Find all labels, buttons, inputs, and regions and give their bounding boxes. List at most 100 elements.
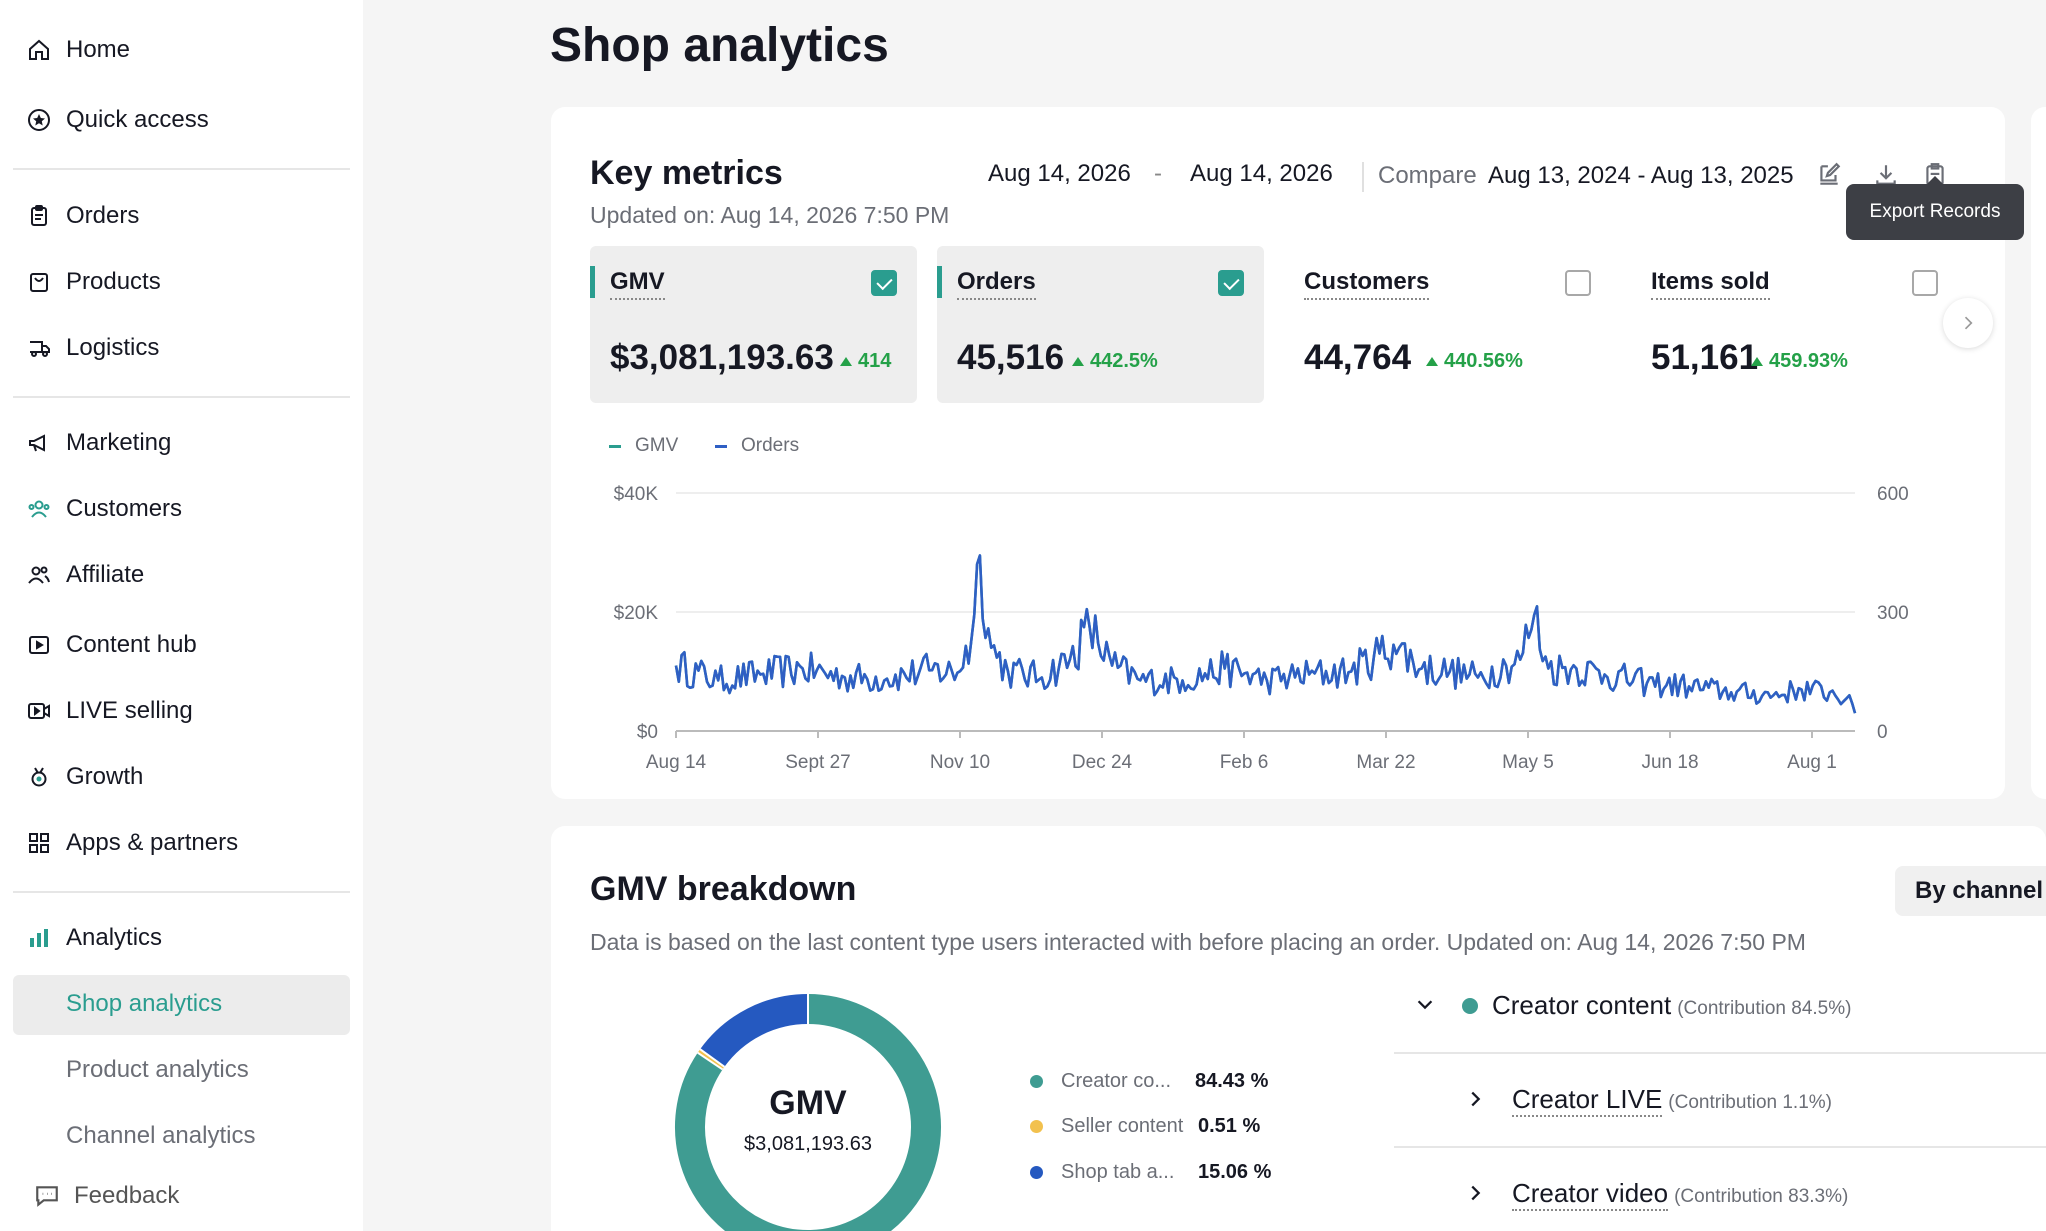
y-axis-right-tick-label: 0 [1877,722,1888,743]
sidebar-item-label: Marketing [66,429,172,456]
metric-checkbox[interactable] [1912,270,1938,296]
tree-row-creator-video[interactable]: Creator video (Contribution 83.3%) [1512,1178,1848,1211]
legend-dot [1030,1165,1043,1179]
sidebar-sub-shop-analytics[interactable]: Shop analytics [66,990,223,1017]
sidebar-item-marketing[interactable]: Marketing [26,423,171,463]
y-axis-right-tick-label: 300 [1877,603,1909,624]
metric-label: Customers [1304,268,1430,300]
sidebar-item-products[interactable]: Products [26,262,161,302]
donut-center-value: $3,081,193.63 [744,1133,872,1155]
sidebar-item-content-hub[interactable]: Content hub [26,625,197,665]
metric-value: 45,516 [957,338,1065,377]
sidebar-item-quick-access[interactable]: Quick access [26,100,209,140]
sidebar-item-growth[interactable]: Growth [26,757,143,797]
tree-row-name: Creator content [1492,990,1672,1020]
metrics-next-button[interactable] [1943,298,1993,348]
legend-dot [1030,1074,1043,1088]
tree-row-creator-live[interactable]: Creator LIVE (Contribution 1.1%) [1512,1084,1832,1117]
metric-checkbox[interactable] [1218,270,1244,296]
compare-divider [1362,162,1364,192]
donut-legend-shop-tab: Shop tab a... 15.06 % [1030,1157,1271,1187]
metric-checkbox[interactable] [1565,270,1591,296]
chevron-down-icon[interactable] [1414,993,1436,1022]
x-axis-tick-label: Dec 24 [1072,752,1133,773]
metric-indicator [937,266,942,298]
donut-slice-separator [697,1051,724,1071]
legend-swatch [609,444,621,448]
sidebar-item-logistics[interactable]: Logistics [26,328,159,368]
sidebar-item-customers[interactable]: Customers [26,489,182,529]
edit-icon[interactable] [1816,162,1844,190]
donut-slice[interactable] [700,994,809,1068]
sidebar-item-affiliate[interactable]: Affiliate [26,555,144,595]
sidebar: Home Quick access Orders Products Logist… [0,0,363,1231]
sidebar-item-orders[interactable]: Orders [26,196,139,236]
sidebar-sub-channel-analytics[interactable]: Channel analytics [66,1122,256,1149]
donut-legend-pct: 15.06 % [1198,1160,1272,1183]
sidebar-item-label: LIVE selling [66,697,193,724]
play-square-icon [26,632,52,658]
donut-center-title: GMV [769,1084,847,1122]
gmv-breakdown-card [551,826,2046,1231]
x-axis-tick-label: Aug 1 [1787,752,1837,773]
metric-card-gmv[interactable]: GMV $3,081,193.63 414 [590,246,917,403]
y-axis-right-tick-label: 600 [1877,484,1909,505]
export-records-tooltip: Export Records [1846,176,2024,240]
metric-delta: 459.93% [1751,350,1848,373]
chevron-right-icon [1964,316,1973,330]
date-start[interactable]: Aug 14, 2026 [988,160,1131,187]
chevron-right-icon[interactable] [1464,1088,1486,1117]
metric-card-orders[interactable]: Orders 45,516 442.5% [937,246,1264,403]
compare-range[interactable]: Aug 13, 2024 - Aug 13, 2025 [1488,162,1794,189]
donut-legend-name: Creator co... [1061,1069,1172,1092]
sidebar-item-label: Orders [66,202,140,229]
legend-orders[interactable]: Orders [715,435,799,457]
tree-row-name: Creator LIVE [1512,1084,1663,1117]
sidebar-item-label: Growth [66,763,144,790]
y-axis-left-tick-label: $40K [614,484,659,505]
date-separator: - [1154,160,1162,187]
metric-label: Items sold [1651,268,1770,300]
metric-delta: 440.56% [1426,350,1523,373]
sidebar-divider [13,168,350,170]
x-axis-tick-label: Mar 22 [1356,752,1415,773]
metric-checkbox[interactable] [871,270,897,296]
tree-dot [1462,998,1478,1014]
sidebar-item-analytics[interactable]: Analytics [26,918,162,958]
x-axis-tick-label: Feb 6 [1220,752,1269,773]
sidebar-item-home[interactable]: Home [26,30,130,70]
date-end[interactable]: Aug 14, 2026 [1190,160,1333,187]
sidebar-item-apps-partners[interactable]: Apps & partners [26,823,238,863]
metric-card-items-sold[interactable]: Items sold 51,161 459.93% [1631,246,1958,403]
metric-label: Orders [957,268,1036,300]
users-icon [26,496,52,522]
sidebar-item-label: Analytics [66,924,163,951]
chat-icon [34,1183,60,1209]
sidebar-item-label: Home [66,36,131,63]
tree-divider [1394,1146,2046,1148]
tree-row-contribution: (Contribution 84.5%) [1677,998,1852,1019]
metric-label: GMV [610,268,665,300]
sidebar-sub-product-analytics[interactable]: Product analytics [66,1056,249,1083]
tree-row-creator-content[interactable]: Creator content (Contribution 84.5%) [1462,990,1851,1021]
star-icon [26,107,52,133]
sidebar-item-label: Products [66,268,161,295]
bar-chart-icon [26,925,52,951]
bag-icon [26,269,52,295]
legend-gmv[interactable]: GMV [609,435,678,457]
gmv-breakdown-description: Data is based on the last content type u… [590,929,1806,955]
chevron-right-icon[interactable] [1464,1182,1486,1211]
x-axis-tick-label: Jun 18 [1641,752,1698,773]
metric-card-customers[interactable]: Customers 44,764 440.56% [1284,246,1611,403]
download-icon[interactable] [1873,162,1901,190]
donut-slice[interactable] [675,994,941,1231]
sidebar-item-live-selling[interactable]: LIVE selling [26,691,193,731]
feedback-button[interactable]: Feedback [34,1176,179,1216]
home-icon [26,37,52,63]
tree-row-name: Creator video [1512,1178,1669,1211]
x-axis-tick-label: Aug 14 [646,752,707,773]
series-line-orders [674,554,1857,714]
by-channel-dropdown[interactable]: By channel [1895,866,2046,916]
donut-legend-seller-content: Seller content 0.51 % [1030,1111,1260,1141]
